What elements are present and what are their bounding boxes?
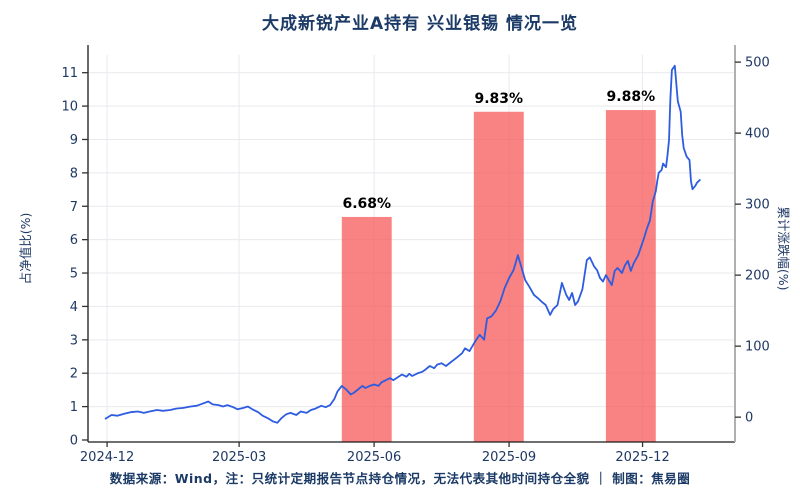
x-tick-label: 2025-09 xyxy=(482,450,536,465)
holding-bar xyxy=(473,111,524,442)
left-tick-label: 8 xyxy=(70,166,78,181)
bar-value-label: 9.88% xyxy=(607,89,656,105)
left-tick-label: 2 xyxy=(70,367,78,382)
left-tick-label: 6 xyxy=(70,233,78,248)
right-tick-label: 500 xyxy=(745,56,770,71)
bar-value-label: 6.68% xyxy=(342,196,391,212)
x-tick-label: 2025-03 xyxy=(212,450,266,465)
left-axis-title: 占净值比(%) xyxy=(18,213,33,285)
bar-value-label: 9.83% xyxy=(475,91,524,107)
right-tick-label: 300 xyxy=(745,198,770,213)
left-tick-label: 10 xyxy=(61,100,78,115)
right-tick-label: 400 xyxy=(745,127,770,142)
chart-title: 大成新锐产业A持有 兴业银锡 情况一览 xyxy=(262,14,578,34)
left-tick-label: 1 xyxy=(70,400,78,415)
x-tick-label: 2024-12 xyxy=(80,450,134,465)
x-tick-label: 2025-06 xyxy=(347,450,401,465)
right-axis-title: 累计涨跌幅(%) xyxy=(776,206,791,290)
right-tick-label: 100 xyxy=(745,340,770,355)
right-tick-label: 200 xyxy=(745,269,770,284)
holding-bar xyxy=(341,216,392,442)
cumulative-return-line xyxy=(104,64,701,424)
left-tick-label: 7 xyxy=(70,200,78,215)
left-tick-label: 11 xyxy=(61,66,78,81)
left-tick-label: 5 xyxy=(70,267,78,282)
left-tick-label: 3 xyxy=(70,333,78,348)
left-tick-label: 9 xyxy=(70,133,78,148)
right-tick-label: 0 xyxy=(745,411,753,426)
left-tick-label: 4 xyxy=(70,300,78,315)
left-tick-label: 0 xyxy=(70,433,78,448)
x-tick-label: 2025-12 xyxy=(615,450,669,465)
footer-note: 数据来源：Wind，注：只统计定期报告节点持仓情况，无法代表其他时间持仓全貌 ｜… xyxy=(109,471,691,486)
